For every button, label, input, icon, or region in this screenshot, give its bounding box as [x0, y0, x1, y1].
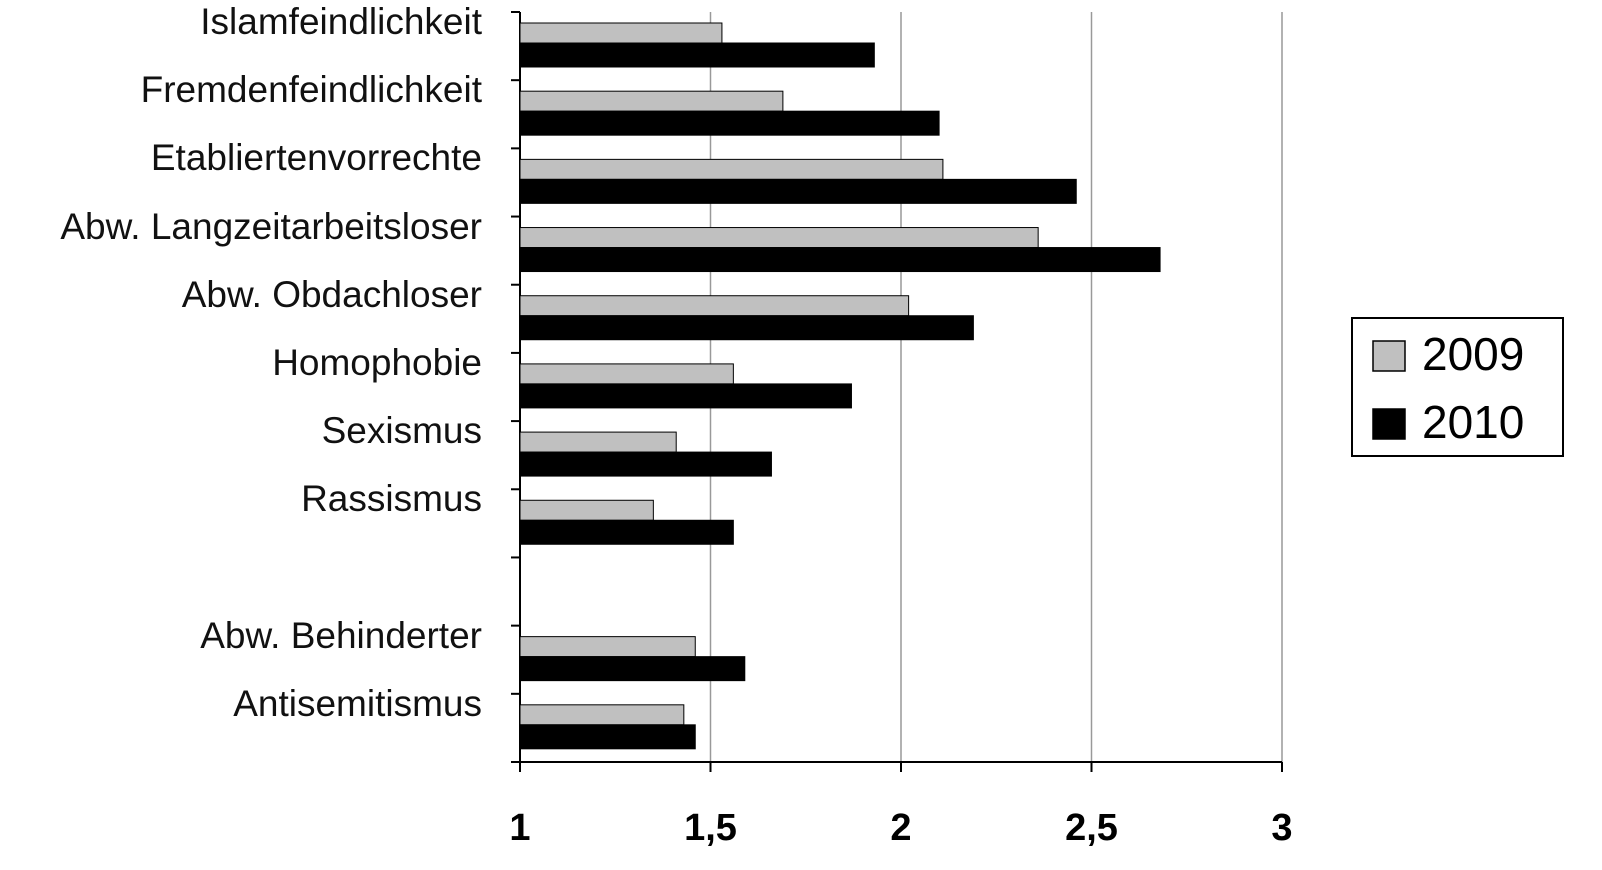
bar	[519, 499, 654, 521]
y-tick-label: Abw. Obdachloser	[181, 273, 482, 315]
x-tick-label: 1	[509, 807, 530, 849]
y-tick-label: Homophobie	[272, 341, 482, 383]
y-tick-label: Sexismus	[321, 410, 482, 452]
bar	[519, 636, 696, 658]
bar	[519, 451, 772, 477]
bar	[519, 363, 734, 385]
x-tick-label: 3	[1271, 807, 1292, 849]
bar	[519, 295, 910, 317]
bar	[519, 315, 974, 341]
y-tick-label: Fremdenfeindlichkeit	[140, 69, 482, 111]
bar	[519, 178, 1077, 204]
y-tick-label: Antisemitismus	[233, 682, 482, 724]
x-tick-label: 1,5	[684, 807, 737, 849]
bar	[519, 656, 746, 682]
legend-label: 2010	[1422, 396, 1524, 448]
bar	[519, 90, 784, 112]
y-tick-label: Islamfeindlichkeit	[200, 1, 482, 43]
bar	[519, 519, 734, 545]
bar	[519, 247, 1161, 273]
bar	[519, 22, 723, 44]
bar	[519, 724, 696, 750]
y-tick-label: Abw. Langzeitarbeitsloser	[60, 205, 482, 247]
bar	[519, 704, 685, 726]
bar	[519, 158, 944, 180]
bar	[519, 431, 677, 453]
y-tick-label: Abw. Behinderter	[200, 614, 482, 656]
x-tick-label: 2,5	[1065, 807, 1118, 849]
bar	[519, 227, 1039, 249]
legend-label: 2009	[1422, 328, 1524, 380]
legend: 2009 2010	[1351, 317, 1564, 457]
x-tick-label: 2	[890, 807, 911, 849]
bar	[519, 42, 875, 68]
legend-swatch	[1372, 340, 1406, 372]
y-tick-label: Rassismus	[301, 478, 482, 520]
legend-swatch	[1372, 408, 1406, 440]
bar	[519, 110, 940, 136]
bar	[519, 383, 852, 409]
y-tick-label: Etabliertenvorrechte	[150, 137, 482, 179]
